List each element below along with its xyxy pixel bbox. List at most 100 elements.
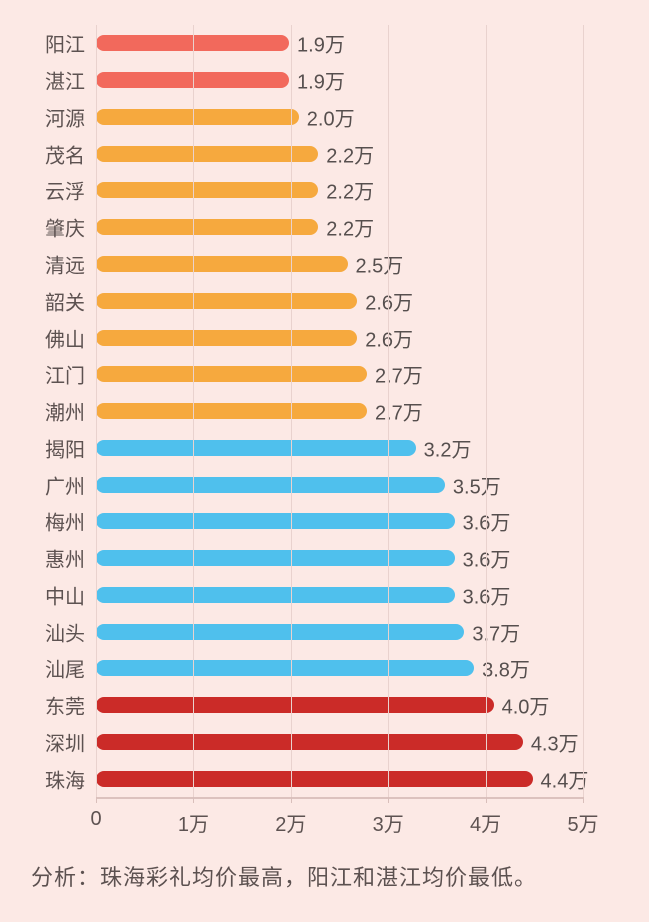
value-label: 2.2万 — [326, 181, 375, 204]
bar-row: 中山3.6万 — [45, 576, 583, 613]
category-label: 广州 — [45, 476, 85, 499]
gridline — [583, 25, 584, 797]
category-label: 惠州 — [45, 549, 85, 572]
bar-row: 江门 2.7万 — [45, 356, 583, 393]
x-tick-label: 4万 — [470, 814, 502, 836]
bar-row: 湛江 1.9万 — [45, 62, 583, 99]
bar — [96, 366, 367, 383]
bar — [96, 292, 358, 309]
bar — [96, 697, 494, 714]
bar-row: 汕头 3.7万 — [45, 613, 583, 650]
value-label: 3.2万 — [423, 439, 472, 462]
category-label: 云浮 — [45, 181, 85, 204]
axis-tick — [290, 797, 292, 803]
bar-rows: 阳江 1.9万 湛江 1.9万 河源 2.0万 茂名 2.2万 云浮 2.2万 肇庆 2.2万 清远 2.… — [45, 25, 588, 797]
gridline — [96, 25, 97, 797]
category-label: 中山 — [45, 586, 85, 609]
bar — [96, 476, 445, 493]
value-label: 2.7万 — [374, 402, 423, 425]
bar-row: 阳江 1.9万 — [45, 25, 583, 62]
category-label: 韶关 — [45, 292, 85, 315]
value-label: 2.5万 — [355, 255, 404, 278]
category-label: 汕尾 — [45, 659, 85, 682]
bar — [96, 550, 455, 567]
x-tick-label: 2万 — [275, 814, 307, 836]
category-label: 肇庆 — [45, 218, 85, 241]
bar-row: 深圳 4.3万 — [45, 724, 583, 761]
value-label: 1.9万 — [297, 34, 345, 57]
axis-tick — [96, 797, 97, 803]
category-label: 珠海 — [45, 770, 85, 793]
x-axis-labels: 0 1万 2万 3万 4万 5万 — [90, 808, 598, 836]
bar — [96, 329, 358, 346]
bar-row: 惠州3.6万 — [45, 540, 583, 577]
bar-row: 韶关2.6万 — [45, 282, 583, 319]
bar — [96, 586, 455, 603]
value-label: 4.3万 — [530, 733, 579, 756]
category-label: 东莞 — [45, 696, 85, 719]
bar — [96, 513, 455, 530]
bar-row: 茂名 2.2万 — [45, 135, 583, 172]
x-tick-label: 1万 — [177, 814, 209, 836]
value-label: 4.4万 — [540, 770, 589, 793]
bar — [96, 35, 290, 52]
bar-row: 揭阳 3.2万 — [45, 429, 583, 466]
value-label: 2.0万 — [306, 108, 355, 131]
value-label: 2.2万 — [326, 145, 375, 168]
analysis-text: 分析：珠海彩礼均价最高，阳江和湛江均价最低。 — [31, 865, 538, 890]
bar-row: 河源 2.0万 — [45, 99, 583, 136]
axis-tick — [388, 797, 390, 803]
x-tick-label: 5万 — [567, 814, 599, 836]
bar — [96, 145, 319, 162]
category-label: 清远 — [45, 255, 85, 278]
value-label: 3.7万 — [472, 623, 521, 646]
category-label: 河源 — [45, 108, 85, 131]
category-label: 阳江 — [45, 34, 85, 57]
bar-row: 潮州 2.7万 — [45, 393, 583, 430]
x-tick-label: 3万 — [372, 814, 404, 836]
bar — [96, 623, 465, 640]
bar — [96, 182, 319, 199]
bar-row: 广州 3.5万 — [45, 466, 583, 503]
axis-tick — [193, 797, 195, 803]
value-label: 1.9万 — [297, 71, 345, 94]
axis-tick — [583, 797, 584, 803]
bar — [96, 733, 523, 750]
bar — [96, 219, 319, 236]
bar-row: 佛山2.6万 — [45, 319, 583, 356]
plot-area: 阳江 1.9万 湛江 1.9万 河源 2.0万 茂名 2.2万 云浮 2.2万 肇庆 2.2万 清远 2.… — [45, 25, 588, 803]
bar — [96, 770, 533, 787]
gridline — [290, 25, 292, 797]
category-label: 江门 — [45, 365, 85, 388]
bar — [96, 255, 348, 272]
gridline — [485, 25, 487, 797]
category-label: 汕头 — [45, 623, 85, 646]
category-label: 湛江 — [45, 71, 85, 94]
bar-row: 梅州3.6万 — [45, 503, 583, 540]
gridline — [388, 25, 390, 797]
gridline — [193, 25, 195, 797]
value-label: 2.2万 — [326, 218, 375, 241]
value-label: 4.0万 — [501, 696, 550, 719]
bar — [96, 403, 367, 420]
bar — [96, 660, 475, 677]
category-label: 潮州 — [45, 402, 85, 425]
bar-row: 云浮 2.2万 — [45, 172, 583, 209]
bar — [96, 72, 290, 89]
bar — [96, 439, 416, 456]
category-label: 佛山 — [45, 329, 85, 351]
bar-row: 肇庆 2.2万 — [45, 209, 583, 246]
bar-row: 珠海 4.4万 — [45, 760, 588, 797]
value-label: 3.5万 — [452, 476, 501, 499]
bar-row: 汕尾 3.8万 — [45, 650, 583, 687]
category-label: 茂名 — [45, 145, 85, 168]
bar — [96, 108, 299, 125]
bar-row: 清远 2.5万 — [45, 246, 583, 283]
bar-row: 东莞 4.0万 — [45, 687, 583, 724]
value-label: 3.8万 — [482, 659, 530, 682]
category-label: 深圳 — [45, 733, 85, 756]
x-tick-label: 0 — [90, 808, 102, 830]
value-label: 2.7万 — [374, 365, 423, 388]
category-label: 梅州 — [45, 512, 85, 535]
